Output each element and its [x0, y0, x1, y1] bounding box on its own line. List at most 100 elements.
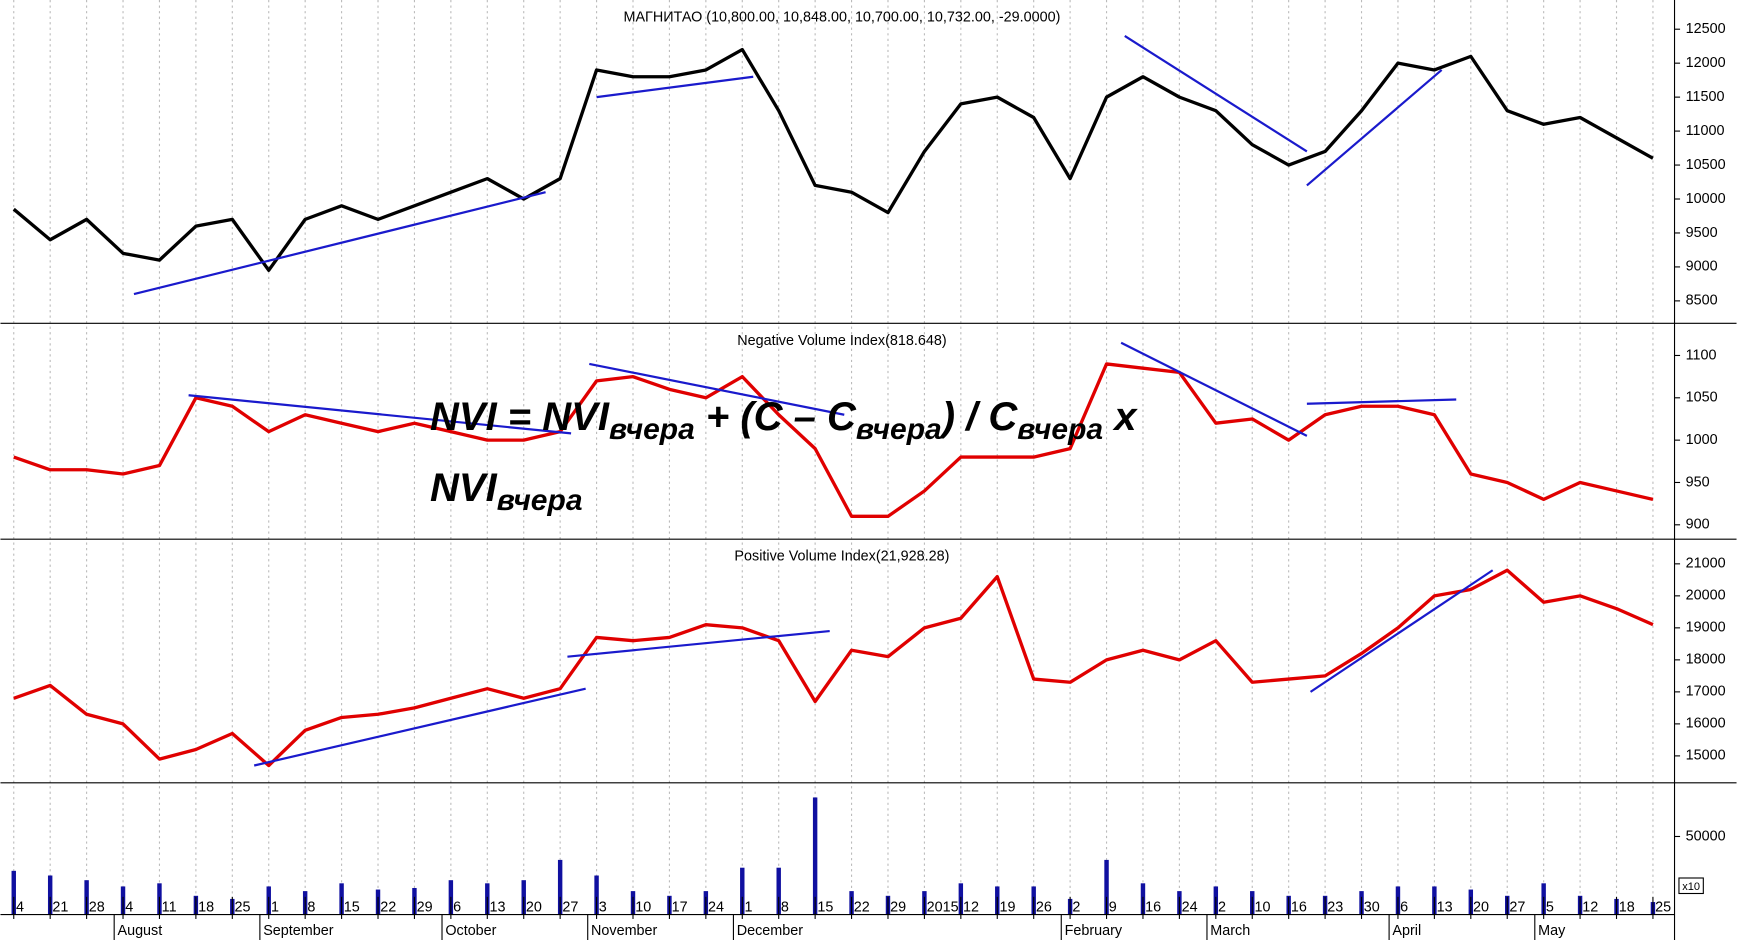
- y-tick-label: 10500: [1686, 157, 1726, 173]
- x-tick-label: 18: [198, 900, 214, 916]
- month-label: February: [1065, 923, 1123, 939]
- y-tick-label: 17000: [1686, 684, 1726, 700]
- x-tick-label: 1: [271, 900, 279, 916]
- volume-bar: [740, 867, 745, 915]
- x-tick-label: 2: [1218, 900, 1226, 916]
- formula-text: + (C – C: [694, 395, 856, 439]
- x-tick-label: 15: [817, 900, 833, 916]
- formula-text: x: [1103, 395, 1137, 439]
- x-tick-label: 13: [1437, 900, 1453, 916]
- trend-line: [1306, 69, 1443, 187]
- trend-line: [589, 362, 845, 416]
- month-label: October: [445, 923, 496, 939]
- x-tick-label: 8: [307, 900, 315, 916]
- x-tick-label: 27: [562, 900, 578, 916]
- scale-label: x10: [1682, 881, 1700, 893]
- y-tick-label: 1050: [1686, 390, 1718, 406]
- scale-box: [1678, 877, 1704, 895]
- x-tick-label: 12: [963, 900, 979, 916]
- trend-line: [188, 394, 572, 435]
- x-tick-label: 10: [1254, 900, 1270, 916]
- volume-bar: [812, 797, 818, 915]
- y-tick-label: 11000: [1686, 123, 1725, 139]
- trend-line: [133, 191, 546, 296]
- x-tick-label: 20: [1473, 900, 1489, 916]
- y-tick-label: 21000: [1686, 556, 1726, 572]
- x-tick-label: 12: [1582, 900, 1598, 916]
- formula-subscript: вчера: [855, 413, 942, 446]
- formula-text: NVI: [430, 466, 497, 510]
- x-tick-label: 25: [235, 900, 251, 916]
- x-tick-label: 15: [344, 900, 360, 916]
- x-tick-label: 10: [635, 900, 651, 916]
- y-tick-label: 1000: [1686, 432, 1718, 448]
- x-tick-label: 4: [16, 900, 24, 916]
- x-tick-label: 11: [162, 900, 177, 916]
- y-tick-label: 50000: [1686, 828, 1726, 844]
- x-tick-label: 8: [781, 900, 789, 916]
- trend-line: [1306, 398, 1457, 405]
- formula-subscript: вчера: [496, 484, 583, 517]
- price-line: [13, 568, 1654, 768]
- panel-title: Negative Volume Index(818.648): [737, 333, 946, 349]
- formula-line: NVI = NVIвчера + (C – Cвчера) / Cвчера x: [430, 388, 1136, 459]
- x-tick-label: 21: [52, 900, 68, 916]
- y-tick-label: 8500: [1686, 293, 1718, 309]
- x-tick-label: 2015: [927, 900, 959, 916]
- trend-line: [1120, 341, 1308, 437]
- x-tick-label: 22: [854, 900, 870, 916]
- x-tick-label: 29: [890, 900, 906, 916]
- x-tick-label: 4: [125, 900, 133, 916]
- x-tick-label: 19: [999, 900, 1015, 916]
- x-tick-label: 16: [1145, 900, 1161, 916]
- month-label: November: [591, 923, 658, 939]
- y-tick-label: 12000: [1686, 55, 1726, 71]
- trend-line: [596, 75, 754, 99]
- y-tick-label: 1100: [1686, 347, 1717, 363]
- month-label: April: [1392, 923, 1421, 939]
- x-tick-label: 3: [599, 900, 607, 916]
- x-tick-label: 23: [1327, 900, 1343, 916]
- x-tick-label: 24: [708, 900, 724, 916]
- x-tick-label: 22: [380, 900, 396, 916]
- x-tick-label: 25: [1655, 900, 1671, 916]
- price-line: [13, 362, 1654, 518]
- x-tick-label: 30: [1364, 900, 1380, 916]
- month-label: September: [263, 923, 334, 939]
- x-tick-label: 24: [1182, 900, 1198, 916]
- x-tick-label: 28: [89, 900, 105, 916]
- x-tick-label: 16: [1291, 900, 1307, 916]
- panel-title: Positive Volume Index(21,928.28): [734, 549, 949, 565]
- x-tick-label: 6: [1400, 900, 1408, 916]
- x-tick-label: 20: [526, 900, 542, 916]
- formula-line: NVIвчера: [430, 459, 1136, 530]
- x-tick-label: 18: [1619, 900, 1635, 916]
- price-line: [12, 47, 1654, 272]
- month-label: May: [1538, 923, 1566, 939]
- formula-text: NVI = NVI: [430, 395, 609, 439]
- volume-bar: [47, 875, 53, 915]
- formula-subscript: вчера: [1017, 413, 1104, 446]
- y-tick-label: 15000: [1686, 748, 1726, 764]
- month-label: December: [737, 923, 804, 939]
- volume-bar: [1104, 859, 1109, 915]
- x-tick-label: 6: [453, 900, 461, 916]
- y-tick-label: 9000: [1686, 259, 1718, 275]
- y-tick-label: 19000: [1686, 620, 1726, 636]
- formula-text: ) / C: [941, 395, 1018, 439]
- trend-line: [1124, 35, 1308, 153]
- y-tick-label: 12500: [1686, 21, 1726, 37]
- month-label: March: [1210, 923, 1250, 939]
- y-tick-label: 10000: [1686, 191, 1726, 207]
- volume-bar: [557, 859, 563, 915]
- x-tick-label: 17: [672, 900, 688, 916]
- x-tick-label: 9: [1109, 900, 1117, 916]
- x-tick-label: 13: [490, 900, 506, 916]
- y-tick-label: 16000: [1686, 716, 1726, 732]
- month-label: August: [117, 923, 162, 939]
- x-tick-label: 26: [1036, 900, 1052, 916]
- formula-subscript: вчера: [608, 413, 695, 446]
- trend-line: [253, 687, 586, 767]
